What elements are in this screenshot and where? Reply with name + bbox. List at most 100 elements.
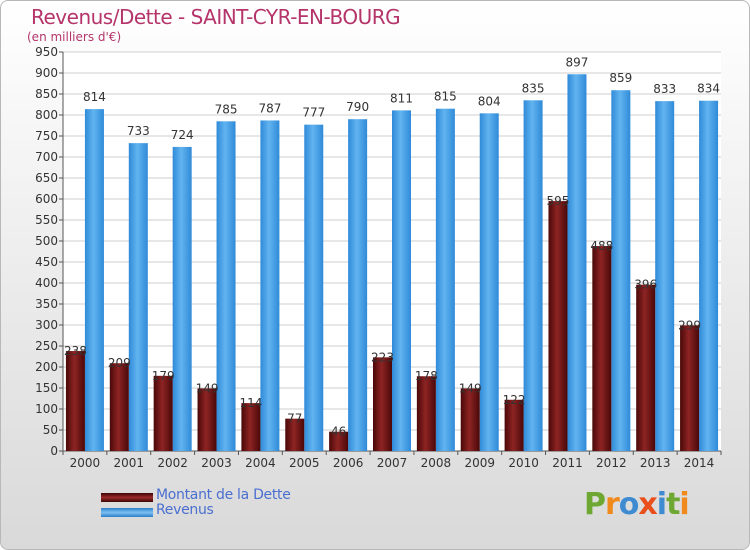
- x-tick-label: 2010: [508, 456, 539, 470]
- legend-swatch-dette: [101, 493, 153, 502]
- data-label-dette: 149: [459, 381, 482, 395]
- bar-dette: [504, 399, 524, 451]
- data-label-revenus: 859: [609, 71, 632, 85]
- y-tick-label: 900: [35, 66, 58, 80]
- x-tick-label: 2006: [333, 456, 364, 470]
- logo-letter: r: [605, 487, 620, 522]
- bar-chart: 0 50 100 150 200 250 300 350 400 450 500 550 600 650 7…: [35, 45, 722, 470]
- y-tick-label: 200: [35, 360, 58, 374]
- data-label-dette: 114: [239, 396, 262, 410]
- data-label-revenus: 815: [434, 90, 457, 104]
- y-tick-label: 800: [35, 108, 58, 122]
- bar-dette: [636, 284, 656, 451]
- legend-label-dette: Montant de la Dette: [156, 487, 291, 503]
- chart-subtitle: (en milliers d'€): [27, 30, 122, 44]
- bar-revenus: [699, 100, 719, 451]
- proxiti-logo: Proxiti: [584, 487, 690, 522]
- bar-revenus: [304, 124, 324, 451]
- x-tick-label: 2009: [464, 456, 495, 470]
- bar-revenus: [567, 74, 587, 451]
- data-label-dette: 179: [152, 369, 175, 383]
- bar-revenus: [172, 146, 192, 452]
- x-tick-label: 2007: [377, 456, 408, 470]
- y-tick-label: 850: [35, 87, 58, 101]
- data-label-revenus: 790: [346, 100, 369, 114]
- legend-label-revenus: Revenus: [156, 502, 214, 518]
- data-label-dette: 223: [371, 350, 394, 364]
- bar-revenus: [260, 120, 280, 452]
- logo-letter: i: [679, 487, 689, 522]
- chart-title: Revenus/Dette - SAINT-CYR-EN-BOURG: [31, 5, 401, 29]
- bar-dette: [153, 375, 173, 451]
- bar-dette: [416, 376, 436, 451]
- bar-dette: [65, 351, 85, 451]
- data-label-revenus: 787: [258, 101, 281, 115]
- x-tick-label: 2003: [201, 456, 232, 470]
- bar-dette: [460, 388, 480, 451]
- bar-dette: [548, 201, 568, 451]
- x-tick-label: 2013: [640, 456, 671, 470]
- bar-dette: [197, 388, 217, 451]
- bar-revenus: [128, 143, 148, 451]
- y-tick-label: 0: [50, 444, 58, 458]
- data-label-dette: 122: [503, 393, 526, 407]
- legend-swatch-revenus: [101, 508, 153, 517]
- bar-revenus: [392, 110, 411, 451]
- x-tick-label: 2002: [157, 456, 188, 470]
- x-tick-label: 2000: [70, 456, 101, 470]
- data-label-revenus: 785: [215, 102, 238, 116]
- x-tick-label: 2001: [114, 456, 145, 470]
- y-tick-label: 250: [35, 339, 58, 353]
- bar-dette: [373, 357, 392, 451]
- x-tick-label: 2012: [596, 456, 627, 470]
- y-tick-label: 500: [35, 234, 58, 248]
- logo-letter: P: [584, 487, 606, 522]
- x-tick-label: 2008: [421, 456, 452, 470]
- data-label-dette: 46: [331, 425, 346, 439]
- data-label-dette: 595: [547, 194, 570, 208]
- y-tick-label: 400: [35, 276, 58, 290]
- logo-letter: t: [666, 487, 680, 522]
- y-tick-label: 700: [35, 150, 58, 164]
- y-tick-label: 50: [43, 423, 58, 437]
- data-label-dette: 149: [196, 381, 219, 395]
- x-tick-label: 2005: [289, 456, 320, 470]
- y-tick-label: 600: [35, 192, 58, 206]
- bar-dette: [592, 246, 612, 451]
- bar-revenus: [655, 101, 675, 451]
- bar-dette: [241, 403, 261, 451]
- bar-revenus: [479, 113, 499, 451]
- y-tick-label: 550: [35, 213, 58, 227]
- data-label-revenus: 804: [478, 94, 501, 108]
- x-tick-label: 2014: [684, 456, 715, 470]
- bar-revenus: [611, 90, 631, 451]
- y-tick-label: 650: [35, 171, 58, 185]
- bar-revenus: [348, 119, 368, 451]
- y-tick-label: 350: [35, 297, 58, 311]
- data-label-dette: 238: [64, 344, 87, 358]
- y-tick-label: 750: [35, 129, 58, 143]
- bar-dette: [109, 363, 129, 451]
- x-tick-label: 2011: [552, 456, 583, 470]
- bar-dette: [680, 325, 700, 451]
- bar-revenus: [523, 100, 543, 452]
- data-label-dette: 209: [108, 356, 131, 370]
- x-tick-label: 2004: [245, 456, 276, 470]
- bar-dette: [329, 431, 349, 451]
- data-label-dette: 77: [287, 412, 302, 426]
- data-label-revenus: 777: [302, 106, 325, 120]
- data-label-dette: 178: [415, 369, 438, 383]
- logo-letter: o: [618, 487, 640, 522]
- y-tick-label: 950: [35, 45, 58, 59]
- y-tick-label: 100: [35, 402, 58, 416]
- data-label-dette: 488: [590, 239, 613, 253]
- data-label-revenus: 733: [127, 124, 150, 138]
- data-label-dette: 396: [634, 278, 657, 292]
- logo-letter: i: [656, 487, 667, 522]
- logo-letter: x: [638, 487, 657, 522]
- bar-revenus: [84, 109, 104, 452]
- data-label-revenus: 724: [171, 128, 194, 142]
- y-tick-label: 150: [35, 381, 58, 395]
- bar-dette: [285, 418, 305, 451]
